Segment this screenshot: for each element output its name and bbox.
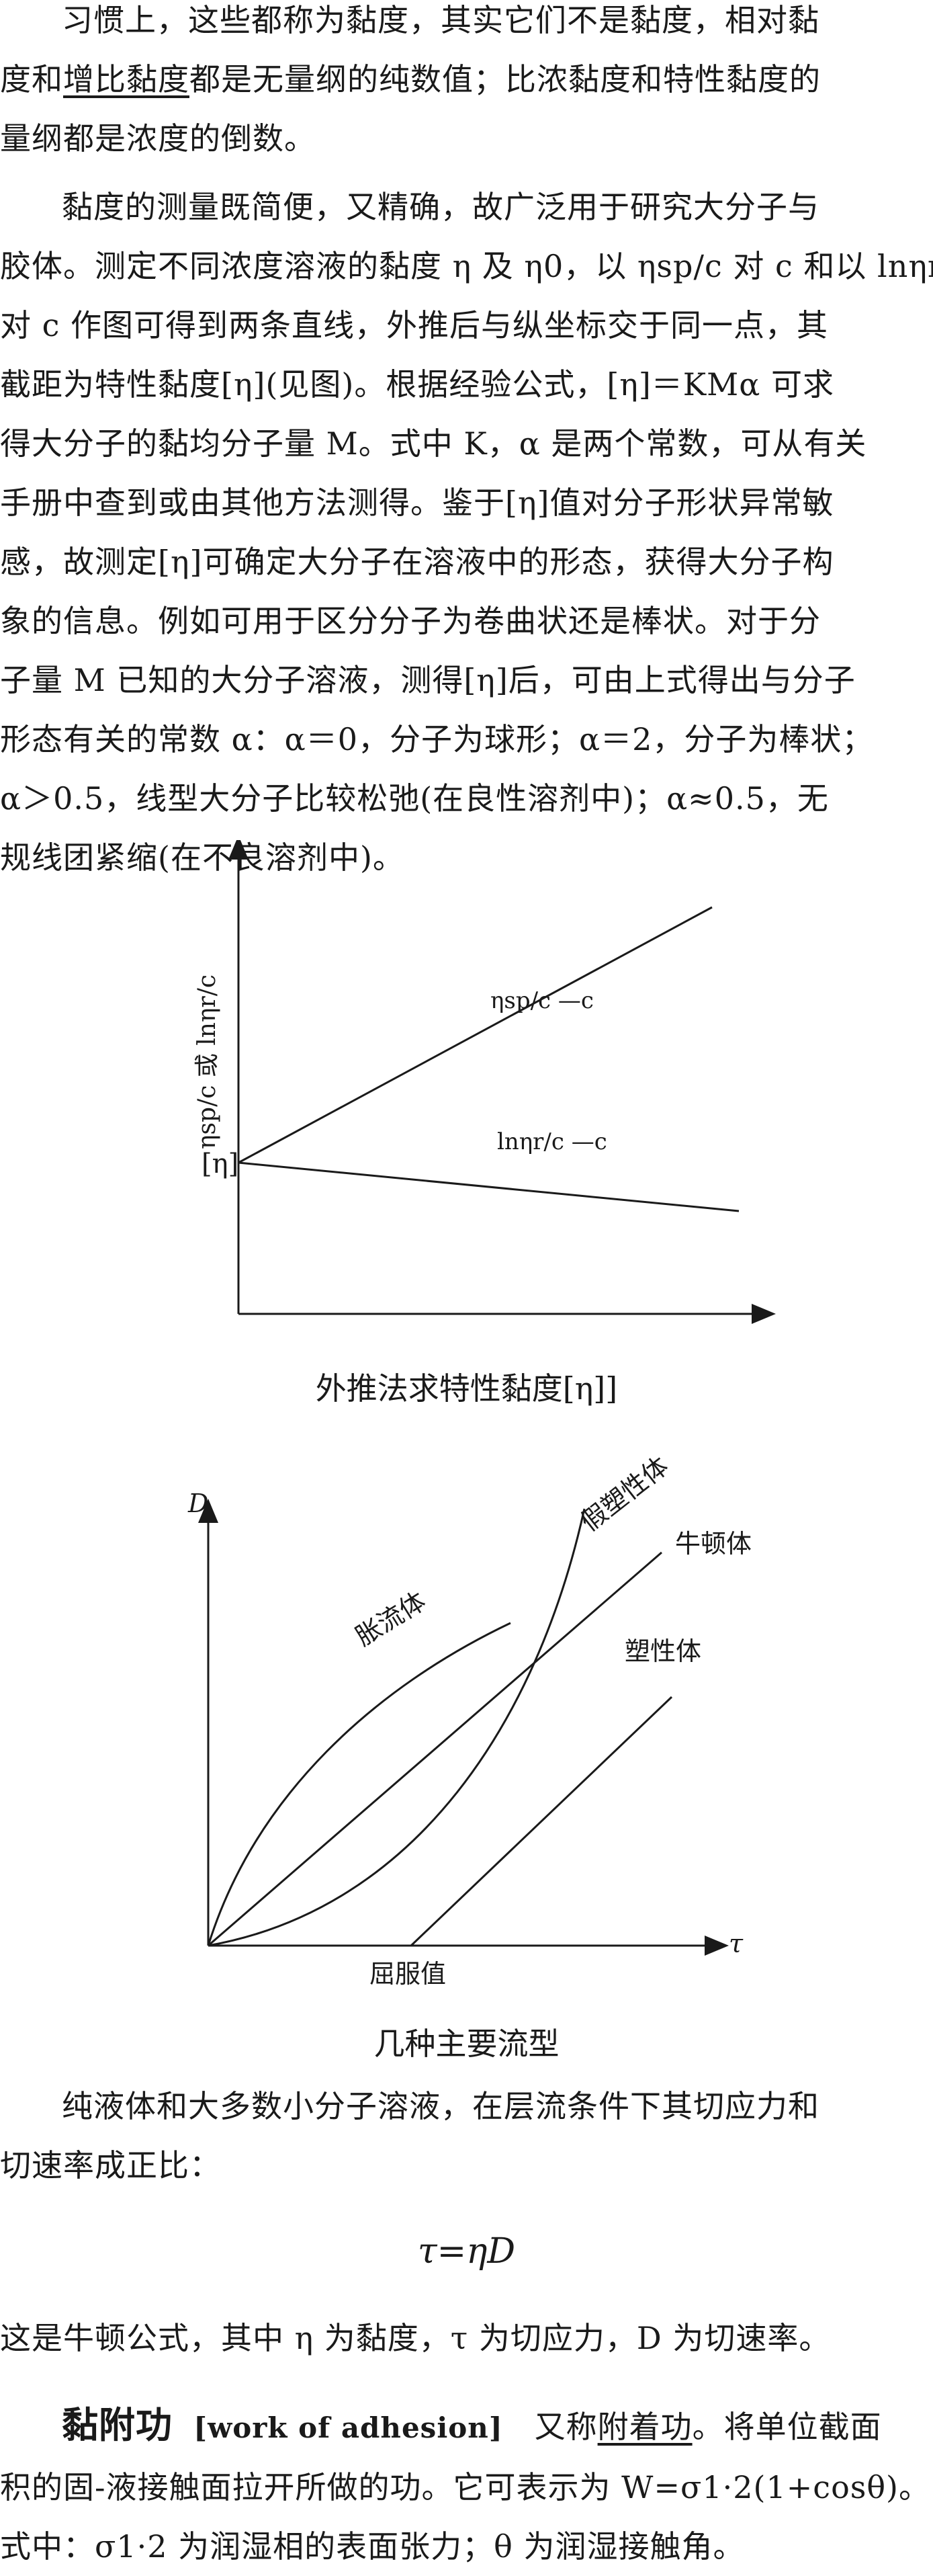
- newton-formula: τ=ηD: [417, 2231, 516, 2272]
- text-line: 规线团紧缩(在不良溶剂中)。: [0, 839, 404, 876]
- text-line: 得大分子的黏均分子量 M。式中 K，α 是两个常数，可从有关: [0, 425, 867, 462]
- figure-extrapolation: [η] ηsp/c 或 lnηr/c ηsp/c —c lnηr/c —c c: [148, 835, 793, 1364]
- paragraph-viscosity-units: 习惯上，这些都称为黏度，其实它们不是黏度，相对黏 度和增比黏度都是无量纲的纯数值…: [0, 0, 933, 168]
- text-line: 胶体。测定不同浓度溶液的黏度 η 及 η0，以 ηsp/c 对 c 和以 lnη…: [0, 248, 933, 284]
- entry-work-of-adhesion: 黏附功 [work of adhesion] 又称附着功。将单位截面 积的固-液…: [0, 2396, 933, 2576]
- y-axis-label: ηsp/c 或 lnηr/c: [193, 974, 221, 1149]
- entry-headline: 黏附功 [work of adhesion] 又称附着功。将单位截面: [62, 2404, 882, 2446]
- figure-flow-types: D τ 胀流体 假塑性体 牛顿体 塑性体 屈服值: [161, 1445, 752, 1989]
- text-line: 式中：σ1·2 为润湿相的表面张力；θ 为润湿接触角。: [0, 2528, 745, 2565]
- text-line: 截距为特性黏度[η](见图)。根据经验公式，[η]＝KMα 可求: [0, 366, 834, 403]
- entry-term: 黏附功: [62, 2404, 173, 2446]
- label-plastic: 塑性体: [625, 1636, 701, 1666]
- extrapolation-plot: [η] ηsp/c 或 lnηr/c ηsp/c —c lnηr/c —c c: [193, 835, 776, 1364]
- paragraph-viscosity-measurement: 黏度的测量既简便，又精确，故广泛用于研究大分子与 胶体。测定不同浓度溶液的黏度 …: [0, 177, 933, 887]
- text-line: 这是牛顿公式，其中 η 为黏度，τ 为切应力，D 为切速率。: [0, 2320, 831, 2356]
- lower-line-label: lnηr/c —c: [497, 1128, 607, 1155]
- text-line: 积的固-液接触面拉开所做的功。它可表示为 W=σ1·2(1+cosθ)。: [0, 2469, 931, 2505]
- text-line: 量纲都是浓度的倒数。: [0, 120, 316, 157]
- entry-english-term: [work of adhesion]: [193, 2411, 503, 2444]
- link-specific-viscosity[interactable]: 增比黏度: [63, 61, 189, 97]
- y-axis-label: D: [187, 1489, 208, 1518]
- text-line: 切速率成正比：: [0, 2147, 221, 2184]
- figure-caption-flow-types: 几种主要流型: [373, 2026, 560, 2062]
- figure-caption-extrapolation: 外推法求特性黏度[η]]: [315, 1370, 618, 1407]
- line-ln-eta-over-c: [238, 1161, 740, 1212]
- label-pseudoplastic: 假塑性体: [575, 1451, 674, 1537]
- text-line: 象的信息。例如可用于区分分子为卷曲状还是棒状。对于分: [0, 603, 821, 639]
- upper-line-label: ηsp/c —c: [490, 987, 594, 1014]
- x-axis-label: τ: [729, 1929, 744, 1958]
- flow-types-plot: D τ 胀流体 假塑性体 牛顿体 塑性体 屈服值: [187, 1451, 752, 1989]
- label-dilatant: 胀流体: [350, 1586, 431, 1652]
- text-line: 纯液体和大多数小分子溶液，在层流条件下其切应力和: [62, 2088, 819, 2124]
- paragraph-newton-law: 这是牛顿公式，其中 η 为黏度，τ 为切应力，D 为切速率。: [0, 2309, 933, 2368]
- text-line: 子量 M 已知的大分子溶液，测得[η]后，可由上式得出与分子: [0, 662, 856, 698]
- link-adhesion-work[interactable]: 附着功: [597, 2409, 693, 2445]
- curve-dilatant: [207, 1622, 511, 1946]
- line-sp-over-c: [238, 906, 713, 1164]
- curve-pseudoplastic: [208, 1508, 586, 1947]
- label-newtonian: 牛顿体: [675, 1529, 752, 1559]
- intercept-label: [η]: [202, 1149, 238, 1179]
- paragraph-newtonian: 纯液体和大多数小分子溶液，在层流条件下其切应力和 切速率成正比：: [0, 2077, 933, 2195]
- text-line: 度和增比黏度都是无量纲的纯数值；比浓黏度和特性黏度的: [0, 61, 821, 97]
- text-line: 对 c 作图可得到两条直线，外推后与纵坐标交于同一点，其: [0, 307, 829, 343]
- curve-plastic: [410, 1696, 673, 1947]
- text-line: 手册中查到或由其他方法测得。鉴于[η]值对分子形状异常敏: [0, 485, 834, 521]
- text-line: 感，故测定[η]可确定大分子在溶液中的形态，获得大分子构: [0, 544, 834, 580]
- text-line: 形态有关的常数 α：α＝0，分子为球形；α＝2，分子为棒状；: [0, 721, 874, 757]
- text-line: α＞0.5，线型大分子比较松弛(在良性溶剂中)；α≈0.5，无: [0, 780, 829, 817]
- curve-newtonian: [208, 1551, 662, 1947]
- label-yield-value: 屈服值: [369, 1959, 446, 1989]
- text-line: 习惯上，这些都称为黏度，其实它们不是黏度，相对黏: [62, 2, 819, 38]
- text-line: 黏度的测量既简便，又精确，故广泛用于研究大分子与: [62, 189, 819, 225]
